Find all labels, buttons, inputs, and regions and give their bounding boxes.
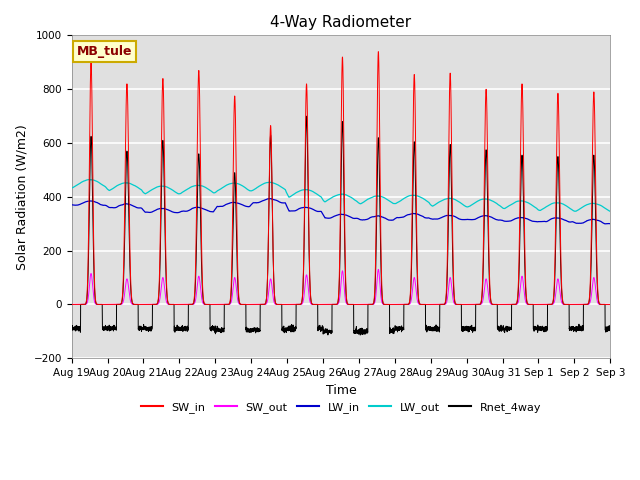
Text: MB_tule: MB_tule [77, 45, 132, 58]
Legend: SW_in, SW_out, LW_in, LW_out, Rnet_4way: SW_in, SW_out, LW_in, LW_out, Rnet_4way [136, 397, 546, 417]
Y-axis label: Solar Radiation (W/m2): Solar Radiation (W/m2) [15, 124, 28, 270]
Title: 4-Way Radiometer: 4-Way Radiometer [270, 15, 412, 30]
X-axis label: Time: Time [326, 384, 356, 396]
